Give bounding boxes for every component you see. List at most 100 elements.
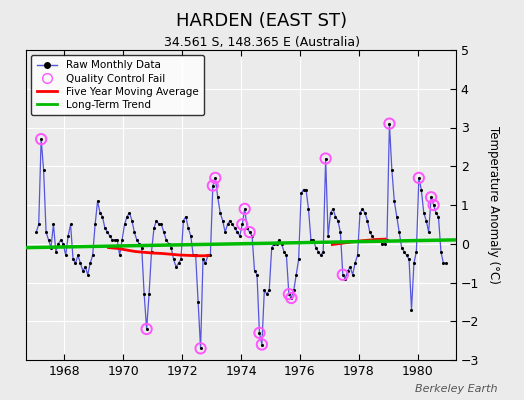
Point: [157, 221, 166, 228]
Point: [96, 210, 104, 216]
Point: [316, 252, 325, 258]
Point: [113, 237, 122, 243]
Point: [272, 240, 281, 247]
Point: [361, 210, 369, 216]
Point: [101, 225, 109, 232]
Point: [128, 217, 136, 224]
Point: [346, 264, 354, 270]
Point: [37, 136, 46, 142]
Point: [248, 233, 256, 239]
Point: [123, 214, 131, 220]
Point: [270, 240, 278, 247]
Point: [121, 221, 129, 228]
Point: [287, 295, 296, 301]
Point: [191, 252, 200, 258]
Point: [442, 260, 450, 266]
Point: [140, 291, 148, 297]
Point: [54, 240, 62, 247]
Point: [79, 268, 87, 274]
Point: [57, 237, 65, 243]
Point: [339, 272, 347, 278]
Point: [336, 229, 345, 235]
Point: [211, 175, 220, 181]
Point: [187, 233, 195, 239]
Point: [314, 248, 322, 255]
Point: [209, 182, 217, 189]
Point: [99, 214, 107, 220]
Point: [331, 214, 340, 220]
Point: [366, 229, 374, 235]
Point: [174, 260, 183, 266]
Point: [356, 210, 364, 216]
Point: [162, 237, 170, 243]
Point: [89, 252, 97, 258]
Point: [424, 229, 433, 235]
Point: [265, 287, 274, 294]
Point: [405, 256, 413, 262]
Point: [263, 291, 271, 297]
Point: [341, 276, 350, 282]
Point: [398, 244, 406, 251]
Point: [216, 210, 224, 216]
Point: [326, 210, 335, 216]
Point: [231, 225, 239, 232]
Point: [42, 229, 50, 235]
Point: [221, 229, 230, 235]
Point: [378, 240, 386, 247]
Point: [434, 214, 443, 220]
Point: [179, 217, 188, 224]
Point: [290, 287, 298, 294]
Point: [150, 225, 158, 232]
Point: [255, 330, 264, 336]
Point: [81, 264, 90, 270]
Point: [76, 260, 84, 266]
Point: [147, 248, 156, 255]
Point: [351, 260, 359, 266]
Point: [294, 256, 303, 262]
Point: [297, 190, 305, 196]
Point: [143, 326, 151, 332]
Point: [417, 186, 425, 193]
Point: [287, 295, 296, 301]
Legend: Raw Monthly Data, Quality Control Fail, Five Year Moving Average, Long-Term Tren: Raw Monthly Data, Quality Control Fail, …: [31, 55, 204, 115]
Point: [47, 244, 55, 251]
Point: [37, 136, 46, 142]
Point: [238, 221, 246, 228]
Point: [245, 229, 254, 235]
Point: [125, 210, 134, 216]
Point: [130, 229, 138, 235]
Point: [64, 233, 72, 239]
Point: [93, 198, 102, 204]
Point: [61, 252, 70, 258]
Point: [32, 229, 40, 235]
Point: [258, 341, 266, 348]
Point: [375, 237, 384, 243]
Point: [241, 206, 249, 212]
Point: [83, 272, 92, 278]
Point: [199, 256, 207, 262]
Point: [385, 120, 394, 127]
Point: [429, 202, 438, 208]
Point: [39, 167, 48, 173]
Point: [420, 210, 428, 216]
Point: [143, 326, 151, 332]
Point: [400, 248, 408, 255]
Point: [177, 256, 185, 262]
Point: [74, 252, 82, 258]
Point: [155, 221, 163, 228]
Point: [59, 240, 68, 247]
Point: [329, 206, 337, 212]
Point: [255, 330, 264, 336]
Point: [108, 237, 116, 243]
Point: [260, 287, 268, 294]
Point: [358, 206, 367, 212]
Point: [238, 221, 246, 228]
Point: [103, 229, 112, 235]
Point: [219, 217, 227, 224]
Point: [196, 345, 205, 352]
Point: [211, 175, 220, 181]
Point: [49, 221, 58, 228]
Point: [395, 229, 403, 235]
Point: [118, 237, 126, 243]
Y-axis label: Temperature Anomaly (°C): Temperature Anomaly (°C): [487, 126, 500, 284]
